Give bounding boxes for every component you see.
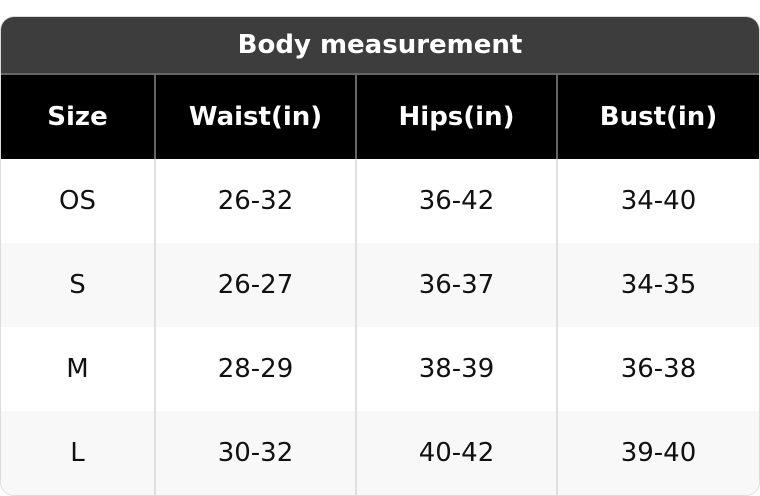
cell-waist: 26-27 (154, 243, 356, 327)
table-row: L 30-32 40-42 39-40 (1, 411, 759, 495)
header-bust: Bust(in) (556, 75, 759, 159)
cell-size: S (1, 243, 155, 327)
cell-waist: 28-29 (154, 327, 356, 411)
header-row: Size Waist(in) Hips(in) Bust(in) (1, 75, 759, 159)
cell-size: M (66, 354, 89, 384)
header-size: Size (1, 75, 155, 159)
header-hips: Hips(in) (355, 75, 557, 159)
header-waist: Waist(in) (154, 75, 356, 159)
cell-bust: 36-38 (556, 327, 759, 411)
cell-waist: 26-32 (154, 159, 356, 243)
measurement-table: Size Waist(in) Hips(in) Bust(in) OS 26-3… (1, 75, 759, 495)
cell-size: L (1, 411, 155, 495)
cell-hips: 40-42 (355, 411, 557, 495)
cell-size: OS (59, 186, 96, 216)
cell-waist: 30-32 (154, 411, 356, 495)
cell-bust: 34-40 (556, 159, 759, 243)
size-chart-table: Body measurement Size Waist(in) Hips(in)… (0, 16, 760, 496)
cell-hips: 36-42 (355, 159, 557, 243)
table-row: M 28-29 38-39 36-38 (1, 327, 759, 411)
cell-bust: 39-40 (556, 411, 759, 495)
cell-hips: 36-37 (355, 243, 557, 327)
table-row: S 26-27 36-37 34-35 (1, 243, 759, 327)
table-row: OS 26-32 36-42 34-40 (1, 159, 759, 243)
cell-hips: 38-39 (355, 327, 557, 411)
cell-bust: 34-35 (556, 243, 759, 327)
table-title: Body measurement (1, 17, 759, 75)
